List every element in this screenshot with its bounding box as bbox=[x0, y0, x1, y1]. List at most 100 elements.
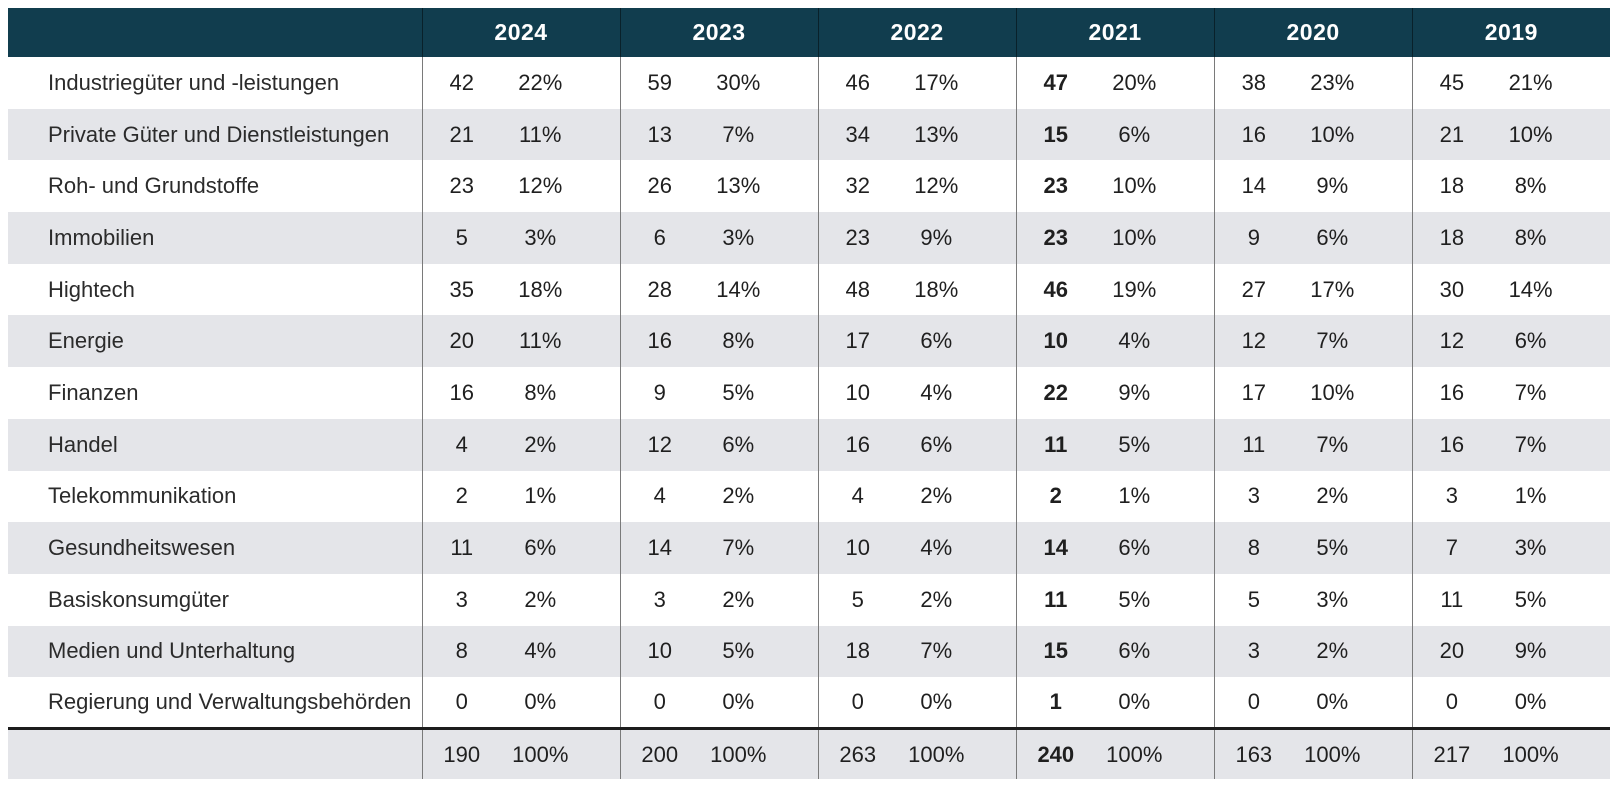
count-cell-2024: 0 bbox=[421, 677, 501, 729]
count-cell-2020: 14 bbox=[1213, 160, 1294, 213]
percent-cell-2022: 4% bbox=[920, 535, 953, 561]
percent-cell-2020: 10% bbox=[1310, 379, 1355, 405]
count-cell-2021: 23 bbox=[1015, 160, 1096, 213]
row-label: Immobilien bbox=[48, 224, 155, 250]
count-cell-2019: 0 bbox=[1411, 677, 1492, 729]
count-cell-2023: 14 bbox=[619, 522, 700, 574]
row-label: Basiskonsumgüter bbox=[48, 586, 229, 612]
percent-cell-2021: 0% bbox=[1118, 689, 1151, 715]
count-cell-2022: 5 bbox=[817, 573, 898, 626]
total-row-label bbox=[8, 727, 422, 779]
percent-cell-2020: 100% bbox=[1293, 727, 1413, 779]
percent-cell-2020: 7% bbox=[1316, 328, 1349, 354]
percent-cell-2023: 7% bbox=[722, 121, 755, 147]
count-cell-2019: 217 bbox=[1411, 727, 1492, 779]
percent-cell-2020: 2% bbox=[1316, 483, 1349, 509]
count-cell-2021: 15 bbox=[1015, 625, 1096, 678]
row-label: Gesundheitswesen bbox=[48, 535, 236, 561]
count-cell-2020: 3 bbox=[1213, 470, 1294, 523]
count-cell-2019: 20 bbox=[1411, 625, 1492, 678]
count-cell-2020: 0 bbox=[1213, 677, 1294, 729]
percent-cell-2019: 7% bbox=[1514, 379, 1547, 405]
count-cell-2020: 16 bbox=[1213, 108, 1294, 161]
count-cell-2022: 10 bbox=[817, 522, 898, 574]
count-cell-2022: 263 bbox=[817, 727, 898, 779]
table-row: Finanzen 16 8% 9 5% 10 4% 22 9% 17 10% 16 7% bbox=[8, 367, 1611, 419]
count-cell-2020: 163 bbox=[1213, 727, 1294, 779]
percent-cell-2022: 13% bbox=[914, 121, 959, 147]
count-cell-2024: 2 bbox=[421, 470, 501, 523]
percent-cell-2022: 7% bbox=[920, 638, 953, 664]
count-cell-2023: 28 bbox=[619, 263, 700, 316]
percent-cell-2024: 11% bbox=[519, 328, 562, 354]
count-cell-2024: 11 bbox=[421, 522, 501, 574]
percent-cell-2021: 4% bbox=[1118, 328, 1151, 354]
percent-cell-2023: 30% bbox=[716, 69, 761, 95]
count-cell-2020: 5 bbox=[1213, 573, 1294, 626]
count-cell-2021: 240 bbox=[1015, 727, 1096, 779]
count-cell-2021: 14 bbox=[1015, 522, 1096, 574]
count-cell-2022: 0 bbox=[817, 677, 898, 729]
count-cell-2022: 46 bbox=[817, 57, 898, 109]
count-cell-2023: 3 bbox=[619, 573, 700, 626]
count-cell-2023: 12 bbox=[619, 418, 700, 471]
count-cell-2022: 17 bbox=[817, 315, 898, 368]
percent-cell-2019: 3% bbox=[1514, 535, 1547, 561]
percent-cell-2022: 17% bbox=[914, 69, 959, 95]
count-cell-2022: 10 bbox=[817, 367, 898, 419]
percent-cell-2021: 6% bbox=[1118, 121, 1151, 147]
count-cell-2021: 2 bbox=[1015, 470, 1096, 523]
table-body: Industriegüter und -leistungen 42 22% 59 30%… bbox=[8, 57, 1611, 729]
row-label: Medien und Unterhaltung bbox=[48, 638, 296, 664]
table-row: Hightech 35 18% 28 14% 48 18% 46 19% 27 17% 30 14% bbox=[8, 263, 1611, 316]
percent-cell-2024: 11% bbox=[519, 121, 562, 147]
percent-cell-2020: 17% bbox=[1310, 276, 1355, 302]
percent-cell-2019: 6% bbox=[1514, 328, 1547, 354]
percent-cell-2019: 10% bbox=[1508, 121, 1553, 147]
percent-cell-2021: 6% bbox=[1118, 535, 1151, 561]
count-cell-2019: 30 bbox=[1411, 263, 1492, 316]
percent-cell-2024: 12% bbox=[518, 173, 563, 199]
percent-cell-2024: 3% bbox=[524, 224, 557, 250]
year-header-2022: 2022 bbox=[817, 8, 1017, 57]
percent-cell-2020: 6% bbox=[1316, 224, 1349, 250]
count-cell-2023: 200 bbox=[619, 727, 700, 779]
percent-cell-2021: 19% bbox=[1112, 276, 1157, 302]
count-cell-2020: 3 bbox=[1213, 625, 1294, 678]
percent-cell-2022: 2% bbox=[920, 483, 953, 509]
row-label: Hightech bbox=[48, 276, 135, 302]
count-cell-2021: 23 bbox=[1015, 212, 1096, 264]
count-cell-2021: 46 bbox=[1015, 263, 1096, 316]
percent-cell-2023: 5% bbox=[722, 379, 755, 405]
percent-cell-2024: 6% bbox=[524, 535, 557, 561]
percent-cell-2022: 18% bbox=[914, 276, 959, 302]
count-cell-2021: 1 bbox=[1015, 677, 1096, 729]
year-header-row: 2024 2023 2022 2021 2020 2019 bbox=[8, 8, 1611, 57]
count-cell-2024: 42 bbox=[421, 57, 501, 109]
count-cell-2019: 16 bbox=[1411, 367, 1492, 419]
percent-cell-2024: 1% bbox=[524, 483, 557, 509]
count-cell-2024: 35 bbox=[421, 263, 501, 316]
table-row: Industriegüter und -leistungen 42 22% 59 30%… bbox=[8, 57, 1611, 109]
percent-cell-2019: 21% bbox=[1508, 69, 1553, 95]
percent-cell-2021: 9% bbox=[1118, 379, 1151, 405]
year-header-2021: 2021 bbox=[1015, 8, 1215, 57]
count-cell-2020: 17 bbox=[1213, 367, 1294, 419]
table-row: Gesundheitswesen 11 6% 14 7% 10 4% 14 6% 8 5% 7 3% bbox=[8, 522, 1611, 574]
count-cell-2021: 47 bbox=[1015, 57, 1096, 109]
row-label: Private Güter und Dienstleistungen bbox=[48, 121, 390, 147]
percent-cell-2019: 1% bbox=[1514, 483, 1547, 509]
year-header-2019: 2019 bbox=[1411, 8, 1611, 57]
percent-cell-2020: 23% bbox=[1310, 69, 1355, 95]
percent-cell-2024: 2% bbox=[524, 431, 557, 457]
count-cell-2022: 32 bbox=[817, 160, 898, 213]
count-cell-2022: 34 bbox=[817, 108, 898, 161]
count-cell-2024: 190 bbox=[421, 727, 501, 779]
percent-cell-2020: 3% bbox=[1316, 586, 1349, 612]
percent-cell-2019: 9% bbox=[1514, 638, 1547, 664]
percent-cell-2023: 6% bbox=[722, 431, 755, 457]
count-cell-2019: 18 bbox=[1411, 212, 1492, 264]
total-row: 190 100% 200 100% 263 100% 240 100% 163 100% 217 10… bbox=[8, 727, 1611, 779]
count-cell-2020: 9 bbox=[1213, 212, 1294, 264]
percent-cell-2020: 5% bbox=[1316, 535, 1349, 561]
